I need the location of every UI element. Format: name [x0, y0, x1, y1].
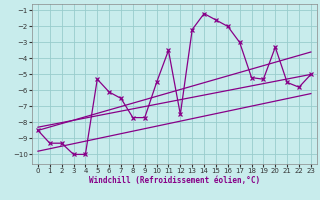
X-axis label: Windchill (Refroidissement éolien,°C): Windchill (Refroidissement éolien,°C): [89, 176, 260, 185]
